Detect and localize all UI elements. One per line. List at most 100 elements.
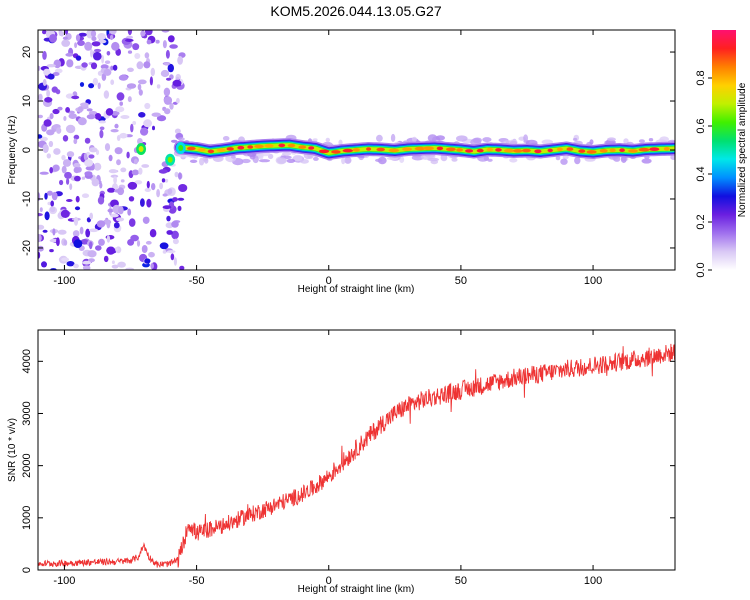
spectrogram-speckle <box>160 69 170 78</box>
spectrogram-speckle <box>78 32 87 37</box>
spectrogram-speckle <box>83 152 88 161</box>
spectrogram-speckle <box>86 108 93 112</box>
spectrogram-ridge-peak <box>495 148 502 152</box>
spectrogram-speckle <box>103 255 109 263</box>
snr-x-tick-label: -100 <box>53 575 75 587</box>
spectrogram-speckle <box>100 64 109 70</box>
spectrogram-speckle <box>82 265 91 270</box>
snr-series <box>38 343 675 568</box>
spectrogram-speckle <box>152 125 155 131</box>
spectrogram-speckle <box>127 96 132 103</box>
spectrogram-speckle <box>85 228 91 238</box>
spectrogram-speckle <box>111 264 119 269</box>
spectrogram-speckle <box>127 30 132 36</box>
spectrogram-speckle <box>156 189 161 198</box>
spectrogram-speckle <box>167 188 173 195</box>
spectrogram-speckle <box>91 178 100 187</box>
spectrogram-ridge-peak <box>619 148 625 152</box>
spectrogram-speckle <box>96 220 106 228</box>
colorbar-tick-label: 0.2 <box>695 214 707 229</box>
spectrogram-speckle <box>64 30 69 35</box>
spectrogram-speckle <box>49 249 54 253</box>
spectrogram-haze <box>338 139 343 146</box>
spectrogram-haze <box>572 137 578 141</box>
spectrogram-ridge-peak <box>456 148 463 152</box>
spectrogram-y-label: Frequency (Hz) <box>7 116 18 185</box>
spectrogram-y-tick-label: 10 <box>21 95 33 107</box>
spectrogram-haze <box>509 158 518 163</box>
spectrogram-speckle <box>138 89 143 96</box>
spectrogram-speckle <box>61 165 67 174</box>
spectrogram-speckle <box>39 207 43 213</box>
spectrogram-speckle <box>142 216 150 224</box>
spectrogram-ridge-peak <box>586 150 597 154</box>
spectrogram-speckle <box>169 44 178 49</box>
spectrogram-speckle <box>120 167 127 173</box>
spectrogram-ridge-peak <box>414 146 426 151</box>
spectrogram-speckle <box>107 187 116 193</box>
spectrogram-speckle <box>170 253 175 261</box>
spectrogram-speckle <box>65 107 70 113</box>
snr-x-tick-label: 50 <box>455 575 467 587</box>
spectrogram-x-axis: -100 -50 0 50 100 <box>53 30 602 287</box>
spectrogram-haze <box>427 157 440 162</box>
spectrogram-ridge-peak <box>465 149 474 153</box>
spectrogram-speckle <box>146 180 150 189</box>
spectrogram-speckle <box>73 239 83 249</box>
spectrogram-ridge-peak <box>216 148 226 152</box>
spectrogram-speckle <box>42 229 48 233</box>
spectrogram-haze <box>451 157 458 162</box>
spectrogram-speckle <box>109 34 114 41</box>
colorbar: 0.0 0.2 0.4 0.6 0.8 Normalized spectral ampl… <box>695 30 748 278</box>
spectrogram-speckle <box>74 42 78 49</box>
spectrogram-x-tick-label: 50 <box>455 275 467 287</box>
spectrogram-speckle <box>126 83 137 89</box>
spectrogram-ridge-peak <box>254 144 264 149</box>
spectrogram-speckle <box>114 189 122 193</box>
spectrogram-speckle <box>73 263 79 269</box>
spectrogram-speckle <box>68 113 77 119</box>
spectrogram-speckle <box>110 174 119 178</box>
spectrogram-speckle <box>172 238 179 245</box>
spectrogram-ridge-peak <box>352 148 360 152</box>
spectrogram-ridge-peak <box>436 146 444 151</box>
spectrogram-speckle <box>108 169 118 174</box>
spectrogram-speckle <box>106 235 111 243</box>
spectrogram-speckle <box>174 171 179 178</box>
spectrogram-haze <box>555 155 561 161</box>
spectrogram-speckle <box>144 102 151 110</box>
snr-y-axis: 0 1000 2000 3000 4000 <box>21 349 675 573</box>
spectrogram-speckle <box>91 41 101 47</box>
spectrogram-speckle <box>137 83 142 91</box>
spectrogram-speckle <box>51 86 58 93</box>
spectrogram-speckle <box>84 159 94 167</box>
spectrogram-speckle <box>81 193 90 198</box>
colorbar-gradient <box>712 30 736 270</box>
spectrogram-speckle <box>90 30 97 38</box>
spectrogram-speckle <box>177 205 182 212</box>
spectrogram-speckle <box>38 251 41 259</box>
spectrogram-speckle <box>119 101 123 106</box>
spectrogram-ridge-peak <box>534 149 542 154</box>
spectrogram-ridge-peak <box>298 145 307 149</box>
spectrogram-speckle <box>162 40 167 49</box>
spectrogram-ridge <box>136 138 675 166</box>
spectrogram-speckle <box>156 115 167 122</box>
spectrogram-speckle <box>133 158 138 165</box>
spectrogram-speckle <box>46 89 50 98</box>
spectrogram-speckle <box>73 167 80 174</box>
spectrogram-speckle <box>125 38 134 43</box>
spectrogram-haze <box>376 134 383 142</box>
spectrogram-speckle <box>84 171 93 177</box>
spectrogram-speckle <box>132 121 137 125</box>
spectrogram-haze <box>435 135 445 141</box>
spectrogram-y-axis: -20 -10 0 10 20 <box>21 46 675 256</box>
spectrogram-haze <box>313 156 319 161</box>
spectrogram-speckle <box>75 55 82 61</box>
spectrogram-ridge-peak <box>207 149 215 154</box>
spectrogram-speckle <box>151 112 161 117</box>
spectrogram-speckle <box>116 159 121 166</box>
spectrogram-speckle <box>90 48 93 58</box>
spectrogram-ridge-peak <box>423 146 434 151</box>
